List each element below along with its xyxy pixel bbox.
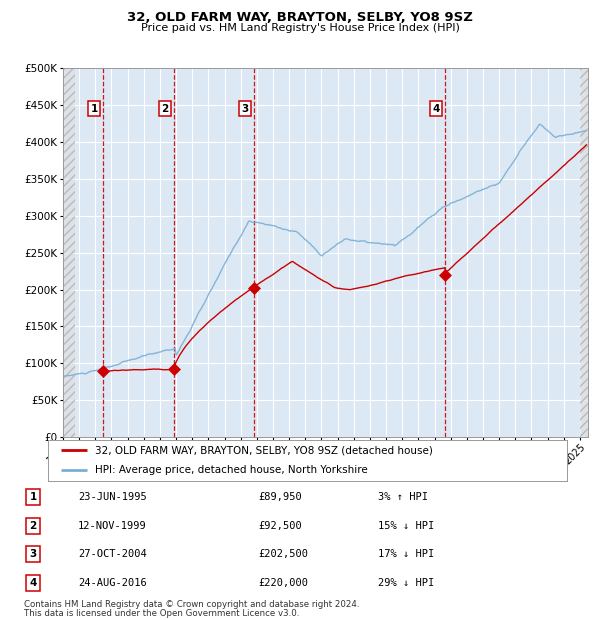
Text: 4: 4 <box>433 104 440 114</box>
Text: 29% ↓ HPI: 29% ↓ HPI <box>378 578 434 588</box>
Text: £89,950: £89,950 <box>258 492 302 502</box>
Text: 3: 3 <box>241 104 248 114</box>
Bar <box>580 68 588 437</box>
Text: 24-AUG-2016: 24-AUG-2016 <box>78 578 147 588</box>
Text: Contains HM Land Registry data © Crown copyright and database right 2024.: Contains HM Land Registry data © Crown c… <box>24 600 359 609</box>
Text: 2: 2 <box>29 521 37 531</box>
Text: HPI: Average price, detached house, North Yorkshire: HPI: Average price, detached house, Nort… <box>95 466 367 476</box>
Text: £202,500: £202,500 <box>258 549 308 559</box>
Text: £92,500: £92,500 <box>258 521 302 531</box>
Text: 27-OCT-2004: 27-OCT-2004 <box>78 549 147 559</box>
Text: Price paid vs. HM Land Registry's House Price Index (HPI): Price paid vs. HM Land Registry's House … <box>140 23 460 33</box>
Text: This data is licensed under the Open Government Licence v3.0.: This data is licensed under the Open Gov… <box>24 609 299 618</box>
Text: 12-NOV-1999: 12-NOV-1999 <box>78 521 147 531</box>
Text: 2: 2 <box>161 104 169 114</box>
Text: 15% ↓ HPI: 15% ↓ HPI <box>378 521 434 531</box>
Bar <box>63 68 75 437</box>
Text: 1: 1 <box>29 492 37 502</box>
Text: 3% ↑ HPI: 3% ↑ HPI <box>378 492 428 502</box>
Text: 32, OLD FARM WAY, BRAYTON, SELBY, YO8 9SZ (detached house): 32, OLD FARM WAY, BRAYTON, SELBY, YO8 9S… <box>95 445 433 455</box>
Text: 17% ↓ HPI: 17% ↓ HPI <box>378 549 434 559</box>
Text: 1: 1 <box>91 104 98 114</box>
Text: 4: 4 <box>29 578 37 588</box>
Text: 32, OLD FARM WAY, BRAYTON, SELBY, YO8 9SZ: 32, OLD FARM WAY, BRAYTON, SELBY, YO8 9S… <box>127 11 473 24</box>
Text: 23-JUN-1995: 23-JUN-1995 <box>78 492 147 502</box>
Text: 3: 3 <box>29 549 37 559</box>
Text: £220,000: £220,000 <box>258 578 308 588</box>
